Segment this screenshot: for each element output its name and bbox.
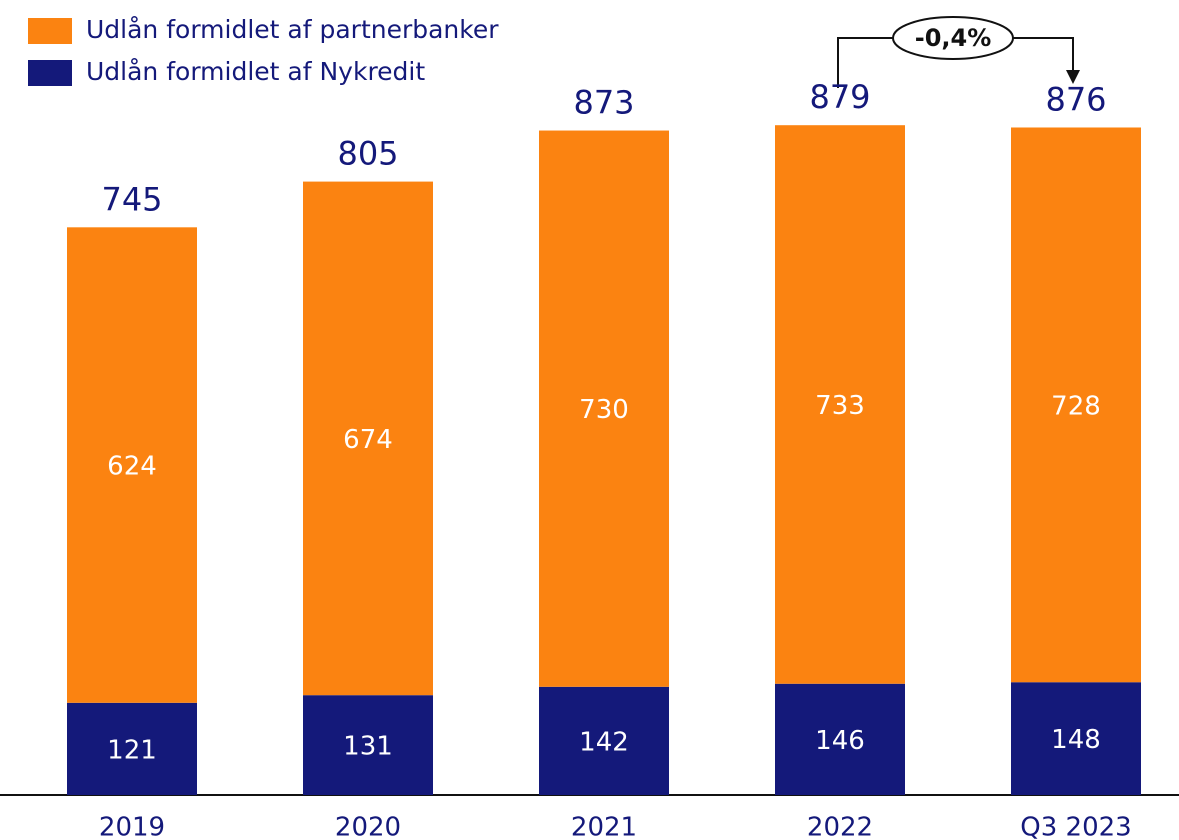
bar-segment — [303, 695, 433, 795]
x-tick-label: 2020 — [335, 813, 401, 840]
legend-swatch — [28, 60, 72, 86]
legend-swatch — [28, 18, 72, 44]
segment-label: 624 — [107, 452, 157, 482]
change-label: -0,4% — [915, 24, 992, 52]
bar-segment — [775, 125, 905, 684]
change-arrow — [1066, 70, 1080, 84]
segment-label: 730 — [579, 395, 629, 425]
bar-segment — [775, 683, 905, 795]
bar-segment — [67, 227, 197, 703]
total-label: 873 — [573, 84, 634, 122]
total-label: 879 — [809, 78, 870, 116]
segment-label: 121 — [107, 735, 157, 765]
x-tick-label: 2019 — [99, 813, 165, 840]
x-tick-label: 2021 — [571, 813, 637, 840]
legend-label: Udlån formidlet af Nykredit — [86, 57, 425, 86]
bar-segment — [539, 686, 669, 795]
bar-segment — [1011, 127, 1141, 683]
segment-label: 146 — [815, 726, 865, 756]
change-bracket — [837, 37, 1074, 88]
x-tick-label: Q3 2023 — [1020, 813, 1131, 840]
total-label: 745 — [101, 180, 162, 218]
segment-label: 674 — [343, 425, 393, 455]
bar-segment — [303, 181, 433, 696]
bar-segment — [67, 702, 197, 795]
total-label: 805 — [337, 135, 398, 173]
segment-label: 728 — [1051, 391, 1101, 421]
segment-label: 148 — [1051, 725, 1101, 755]
segment-label: 733 — [815, 391, 865, 421]
total-label: 876 — [1045, 80, 1106, 118]
segment-label: 131 — [343, 732, 393, 762]
segment-label: 142 — [579, 727, 629, 757]
change-ellipse — [892, 16, 1014, 60]
x-tick-label: 2022 — [807, 813, 873, 840]
legend-label: Udlån formidlet af partnerbanker — [86, 15, 499, 44]
bar-segment — [1011, 682, 1141, 795]
bar-segment — [539, 130, 669, 687]
